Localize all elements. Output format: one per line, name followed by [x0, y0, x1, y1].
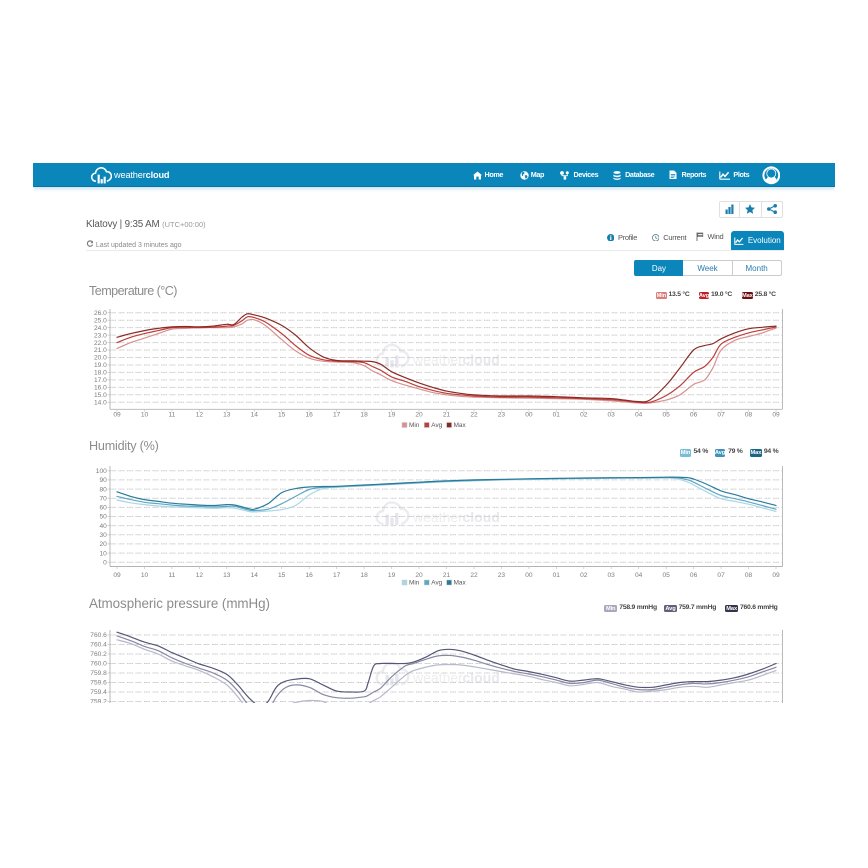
svg-text:weather: weather: [412, 352, 463, 368]
svg-text:14: 14: [251, 572, 259, 579]
svg-text:22.0: 22.0: [94, 340, 107, 347]
svg-text:60: 60: [99, 505, 107, 512]
svg-text:20: 20: [415, 412, 423, 419]
svg-text:26.0: 26.0: [94, 310, 107, 317]
svg-text:759.4: 759.4: [90, 689, 107, 696]
svg-text:08: 08: [745, 572, 753, 579]
svg-text:20: 20: [99, 541, 107, 548]
svg-text:06: 06: [690, 572, 698, 579]
svg-text:08: 08: [745, 412, 753, 419]
svg-text:18.0: 18.0: [94, 370, 107, 377]
svg-text:17.0: 17.0: [94, 377, 107, 384]
svg-text:14.0: 14.0: [94, 400, 107, 407]
svg-text:09: 09: [113, 572, 121, 579]
svg-text:02: 02: [580, 412, 588, 419]
svg-text:02: 02: [580, 572, 588, 579]
svg-text:23.0: 23.0: [94, 332, 107, 339]
svg-text:04: 04: [635, 572, 643, 579]
svg-text:09: 09: [772, 412, 780, 419]
svg-text:weather: weather: [412, 670, 463, 686]
svg-text:11: 11: [168, 412, 175, 419]
svg-text:weather: weather: [412, 509, 463, 525]
svg-text:12: 12: [196, 412, 204, 419]
svg-text:03: 03: [608, 412, 616, 419]
svg-text:10: 10: [141, 412, 149, 419]
svg-text:01: 01: [553, 412, 561, 419]
svg-text:70: 70: [99, 495, 107, 502]
svg-text:Max: Max: [454, 580, 467, 587]
svg-text:12: 12: [196, 572, 204, 579]
svg-text:15: 15: [278, 572, 286, 579]
svg-text:17: 17: [333, 412, 341, 419]
svg-text:19.0: 19.0: [94, 362, 107, 369]
svg-text:50: 50: [99, 514, 107, 521]
svg-text:759.6: 759.6: [90, 680, 107, 687]
svg-text:80: 80: [99, 486, 107, 493]
svg-text:13: 13: [223, 412, 231, 419]
svg-text:760.0: 760.0: [90, 661, 107, 668]
svg-text:15.0: 15.0: [94, 392, 107, 399]
svg-text:24.0: 24.0: [94, 325, 107, 332]
svg-text:Max: Max: [454, 422, 467, 429]
svg-text:19: 19: [388, 412, 396, 419]
svg-text:23: 23: [498, 412, 506, 419]
svg-text:01: 01: [553, 572, 561, 579]
svg-text:00: 00: [525, 412, 533, 419]
svg-text:23: 23: [498, 572, 506, 579]
svg-text:13: 13: [223, 572, 231, 579]
svg-text:30: 30: [99, 532, 107, 539]
svg-text:00: 00: [525, 572, 533, 579]
svg-text:06: 06: [690, 412, 698, 419]
svg-text:18: 18: [360, 412, 368, 419]
svg-text:05: 05: [663, 412, 671, 419]
svg-text:40: 40: [99, 523, 107, 530]
svg-text:07: 07: [717, 572, 725, 579]
svg-text:11: 11: [168, 572, 175, 579]
svg-text:Min: Min: [409, 422, 420, 429]
svg-text:19: 19: [388, 572, 396, 579]
svg-text:09: 09: [113, 412, 121, 419]
svg-text:14: 14: [251, 412, 259, 419]
svg-text:cloud: cloud: [463, 352, 500, 368]
svg-text:22: 22: [470, 412, 478, 419]
svg-text:09: 09: [772, 572, 780, 579]
svg-text:100: 100: [96, 468, 107, 475]
svg-text:760.6: 760.6: [90, 632, 107, 639]
svg-text:05: 05: [663, 572, 671, 579]
svg-text:759.2: 759.2: [90, 699, 107, 703]
svg-text:10: 10: [99, 550, 107, 557]
svg-text:0: 0: [103, 559, 107, 566]
svg-text:16: 16: [306, 572, 314, 579]
svg-text:20: 20: [415, 572, 423, 579]
svg-text:25.0: 25.0: [94, 317, 107, 324]
svg-text:18: 18: [360, 572, 368, 579]
svg-text:07: 07: [717, 412, 725, 419]
svg-text:03: 03: [608, 572, 616, 579]
svg-text:Min: Min: [409, 580, 420, 587]
svg-text:21: 21: [443, 412, 451, 419]
svg-text:90: 90: [99, 477, 107, 484]
svg-text:17: 17: [333, 572, 341, 579]
svg-text:Avg: Avg: [431, 422, 442, 429]
svg-text:20.0: 20.0: [94, 355, 107, 362]
svg-text:cloud: cloud: [463, 670, 500, 686]
svg-text:16: 16: [306, 412, 314, 419]
svg-text:760.4: 760.4: [90, 642, 107, 649]
svg-text:759.8: 759.8: [90, 670, 107, 677]
svg-text:15: 15: [278, 412, 286, 419]
svg-text:21.0: 21.0: [94, 347, 107, 354]
svg-text:760.2: 760.2: [90, 651, 107, 658]
svg-text:10: 10: [141, 572, 149, 579]
svg-text:Avg: Avg: [431, 580, 442, 587]
svg-text:04: 04: [635, 412, 643, 419]
svg-text:22: 22: [470, 572, 478, 579]
svg-text:16.0: 16.0: [94, 385, 107, 392]
svg-text:21: 21: [443, 572, 451, 579]
